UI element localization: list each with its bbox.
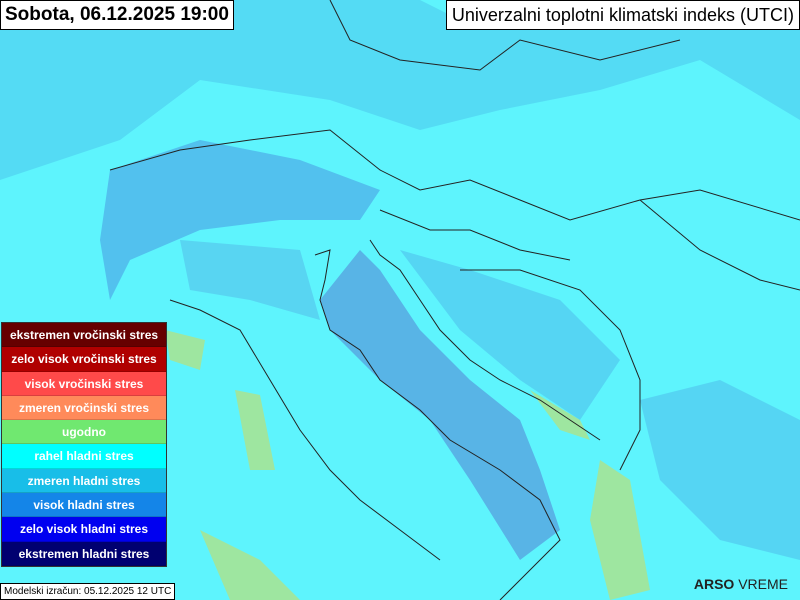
balkan-zone [640,380,800,560]
model-run-label: Modelski izračun: 05.12.2025 12 UTC [0,583,176,600]
tyrrhenian-zone [180,240,320,320]
legend-item-moderate-cold: zmeren hladni stres [2,468,166,494]
comfort-zone-south [590,460,650,600]
logo-product: VREME [738,576,788,592]
legend-item-very-high-cold: zelo visok hladni stres [2,517,166,542]
moderate-cold-zone-north [0,0,800,180]
legend-item-slight-cold: rahel hladni stres [2,444,166,469]
coastline-tyrrhenian [169,299,441,561]
comfort-zone-sw [200,530,300,600]
legend-item-extreme-cold: ekstremen hladni stres [2,541,166,566]
legend-item-extreme-heat: ekstremen vročinski stres [2,323,166,348]
dinaric-zone [400,250,620,420]
border-balkans [460,269,641,471]
border-north [329,0,681,71]
forecast-datetime: Sobota, 06.12.2025 19:00 [0,0,234,30]
border-alps [109,129,800,221]
arso-logo: ARSO VREME [694,576,788,592]
legend-item-high-cold: visok hladni stres [2,493,166,518]
coastline-croatia [369,239,601,441]
border-slovenia-croatia [379,209,571,261]
alps-zone [100,140,380,300]
legend-item-high-heat: visok vročinski stres [2,371,166,396]
legend: ekstremen vročinski stres zelo visok vro… [1,322,167,567]
comfort-zone-sardinia [235,390,275,470]
logo-brand: ARSO [693,576,735,592]
adriatic-sea [320,250,560,560]
legend-item-comfortable: ugodno [2,420,166,445]
map-title: Univerzalni toplotni klimatski indeks (U… [445,0,800,30]
border-east [639,199,800,291]
comfort-zone-corsica [165,330,205,370]
coastline-italy [314,249,561,600]
legend-item-very-high-heat: zelo visok vročinski stres [2,347,166,372]
comfort-zone-albania [530,390,590,440]
legend-item-moderate-heat: zmeren vročinski stres [2,395,166,421]
